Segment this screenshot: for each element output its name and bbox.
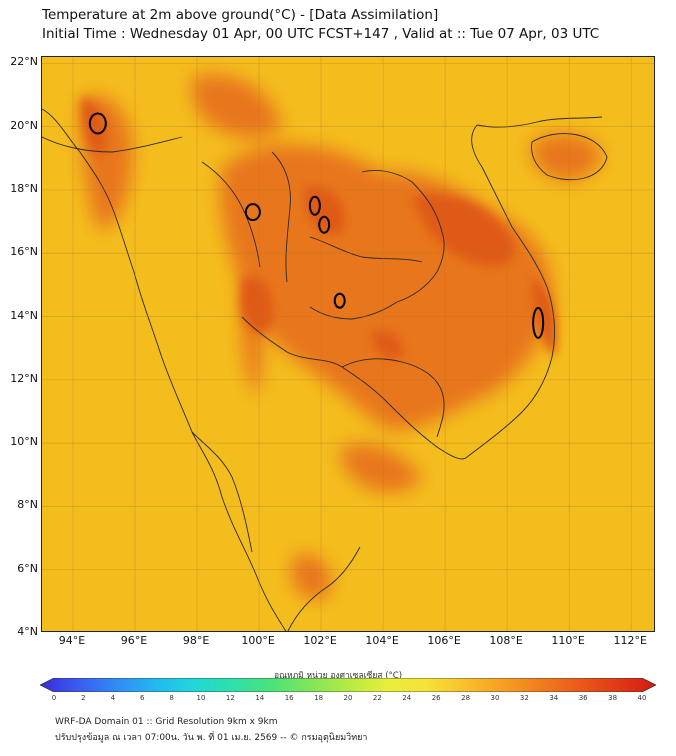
colorbar-tick: 28 xyxy=(461,694,471,702)
colorbar-tick: 0 xyxy=(51,694,57,702)
latitude-label: 6°N xyxy=(17,561,38,575)
colorbar-tick: 4 xyxy=(110,694,116,702)
latitude-label: 14°N xyxy=(10,308,38,322)
colorbar-tick: 26 xyxy=(431,694,441,702)
colorbar-tick: 38 xyxy=(608,694,618,702)
colorbar-tick: 40 xyxy=(637,694,647,702)
colorbar-tick: 18 xyxy=(314,694,324,702)
colorbar-tick: 34 xyxy=(549,694,559,702)
temperature-map xyxy=(41,56,655,632)
contour-loop xyxy=(88,112,107,135)
colorbar-tick: 8 xyxy=(169,694,174,702)
colorbar-tick: 6 xyxy=(139,694,145,702)
colorbar-tick: 32 xyxy=(519,694,529,702)
colorbar-tick: 36 xyxy=(578,694,588,702)
longitude-label: 108°E xyxy=(489,634,523,647)
colorbar-tick: 22 xyxy=(372,694,382,702)
latitude-label: 12°N xyxy=(10,371,38,385)
contour-loops xyxy=(88,112,545,339)
colorbar-title: อุณหภูมิ หน่วย องศาเซลเซียส (°C) xyxy=(273,671,403,681)
latitude-label: 18°N xyxy=(10,181,38,195)
colorbar-tick: 14 xyxy=(255,694,265,702)
footer-model-info: WRF-DA Domain 01 :: Grid Resolution 9km … xyxy=(55,717,278,727)
contour-loop xyxy=(333,292,346,309)
colorbar xyxy=(40,678,656,692)
latitude-label: 22°N xyxy=(10,55,38,69)
longitude-label: 100°E xyxy=(241,634,275,647)
latitude-label: 10°N xyxy=(10,435,38,449)
latitude-label: 16°N xyxy=(10,245,38,259)
chart-title: Temperature at 2m above ground(°C) - [Da… xyxy=(42,7,439,23)
longitude-label: 112°E xyxy=(613,634,647,647)
colorbar-tick: 20 xyxy=(343,694,353,702)
latitude-label: 4°N xyxy=(17,625,38,638)
latitude-label: 8°N xyxy=(17,498,38,512)
colorbar-tick: 24 xyxy=(402,694,412,702)
colorbar-tick: 16 xyxy=(284,694,294,702)
longitude-label: 104°E xyxy=(365,634,399,647)
colorbar-tick: 30 xyxy=(490,694,500,702)
longitude-label: 94°E xyxy=(58,634,86,647)
map-canvas xyxy=(42,57,654,631)
coastline-and-borders xyxy=(42,108,608,631)
longitude-label: 110°E xyxy=(551,634,585,647)
contour-loop xyxy=(308,195,321,216)
footer-update-info: ปรับปรุงข้อมูล ณ เวลา 07:00น. วัน พ. ที่… xyxy=(55,733,368,743)
chart-subtitle: Initial Time : Wednesday 01 Apr, 00 UTC … xyxy=(42,26,600,42)
hottest-temperature-field xyxy=(81,97,557,359)
longitude-label: 98°E xyxy=(182,634,210,647)
longitude-label: 102°E xyxy=(303,634,337,647)
longitude-label: 106°E xyxy=(427,634,461,647)
graticule xyxy=(42,57,654,631)
colorbar-tick: 12 xyxy=(225,694,235,702)
colorbar-tick: 2 xyxy=(81,694,86,702)
colorbar-tick: 10 xyxy=(196,694,206,702)
latitude-label: 20°N xyxy=(10,118,38,132)
contour-loop xyxy=(244,203,261,222)
contour-loop xyxy=(532,306,545,339)
contour-loop xyxy=(318,215,331,234)
longitude-label: 96°E xyxy=(120,634,148,647)
